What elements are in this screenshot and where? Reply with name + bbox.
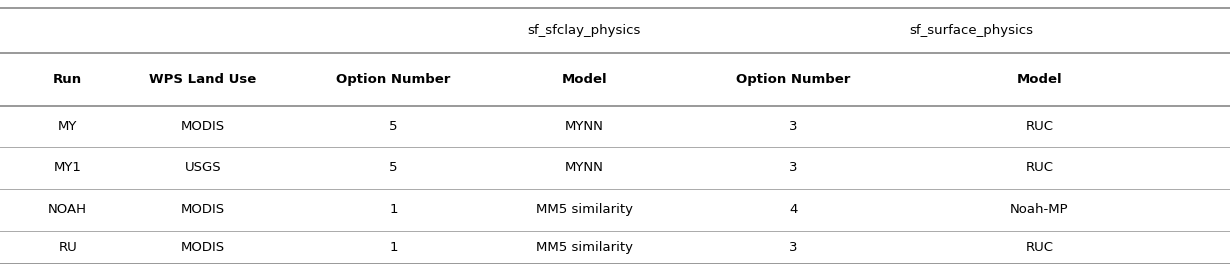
Text: 5: 5 (390, 120, 397, 133)
Text: MODIS: MODIS (181, 120, 225, 133)
Text: MYNN: MYNN (565, 161, 604, 174)
Text: RUC: RUC (1026, 120, 1053, 133)
Text: Run: Run (53, 73, 82, 86)
Text: 1: 1 (390, 241, 397, 254)
Text: sf_sfclay_physics: sf_sfclay_physics (528, 24, 641, 37)
Text: Option Number: Option Number (737, 73, 850, 86)
Text: MM5 similarity: MM5 similarity (536, 241, 632, 254)
Text: 3: 3 (790, 161, 797, 174)
Text: Option Number: Option Number (337, 73, 450, 86)
Text: MM5 similarity: MM5 similarity (536, 203, 632, 216)
Text: Model: Model (561, 73, 608, 86)
Text: 4: 4 (790, 203, 797, 216)
Text: RUC: RUC (1026, 241, 1053, 254)
Text: WPS Land Use: WPS Land Use (149, 73, 257, 86)
Text: 5: 5 (390, 161, 397, 174)
Text: RUC: RUC (1026, 161, 1053, 174)
Text: 3: 3 (790, 120, 797, 133)
Text: USGS: USGS (184, 161, 221, 174)
Text: sf_surface_physics: sf_surface_physics (910, 24, 1033, 37)
Text: 1: 1 (390, 203, 397, 216)
Text: NOAH: NOAH (48, 203, 87, 216)
Text: Model: Model (1016, 73, 1063, 86)
Text: MODIS: MODIS (181, 203, 225, 216)
Text: 3: 3 (790, 241, 797, 254)
Text: MYNN: MYNN (565, 120, 604, 133)
Text: MODIS: MODIS (181, 241, 225, 254)
Text: RU: RU (58, 241, 77, 254)
Text: MY: MY (58, 120, 77, 133)
Text: MY1: MY1 (54, 161, 81, 174)
Text: Noah-MP: Noah-MP (1010, 203, 1069, 216)
